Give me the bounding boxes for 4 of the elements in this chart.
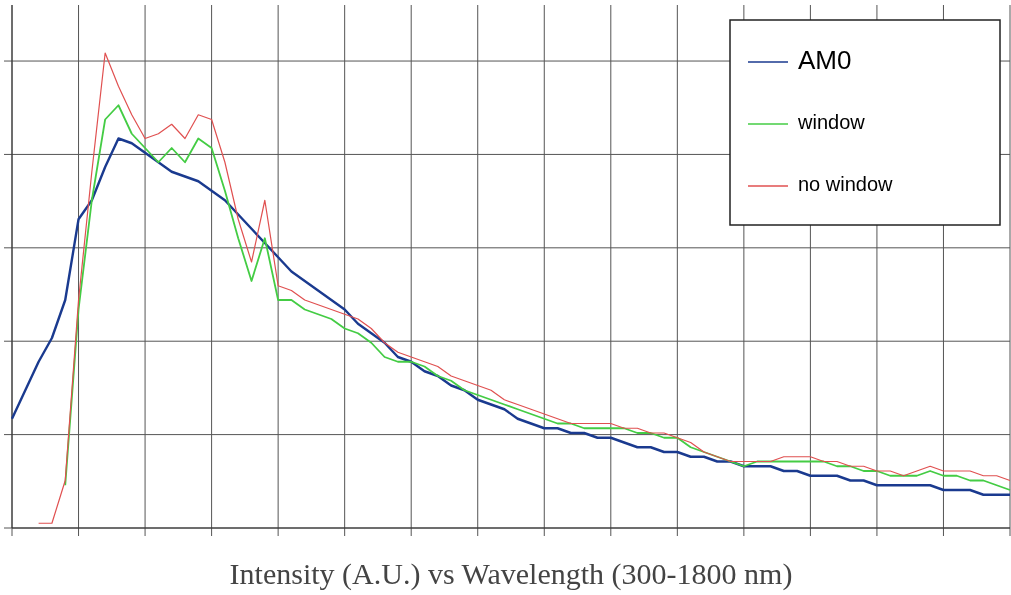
legend-label: no window (798, 173, 894, 196)
x-axis-title: Intensity (A.U.) vs Wavelength (300-1800 nm) (229, 557, 793, 591)
legend-label: AM0 (798, 44, 852, 75)
legend-label: window (797, 111, 866, 134)
